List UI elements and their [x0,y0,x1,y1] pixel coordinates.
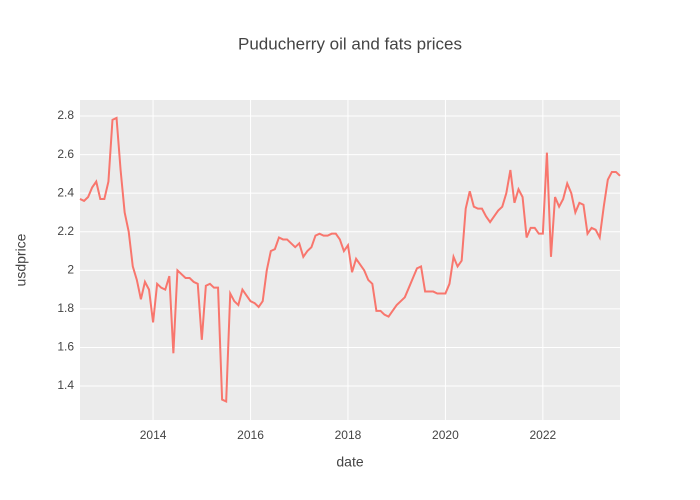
x-axis-title: date [336,454,363,470]
y-tick-label: 2.4 [57,185,74,199]
x-tick-label: 2014 [140,428,167,442]
y-tick-label: 2.8 [57,108,74,122]
y-tick-label: 1.6 [57,340,74,354]
x-tick-label: 2020 [432,428,459,442]
y-tick-label: 2 [67,262,74,276]
y-tick-label: 2.2 [57,224,74,238]
y-axis-title: usdprice [13,233,29,286]
x-tick-label: 2016 [237,428,264,442]
x-tick-label: 2022 [530,428,557,442]
y-tick-label: 1.4 [57,378,74,392]
data-line [79,116,621,404]
x-tick-label: 2018 [335,428,362,442]
y-tick-label: 2.6 [57,147,74,161]
chart-title: Puducherry oil and fats prices [238,34,462,53]
y-tick-label: 1.8 [57,301,74,315]
